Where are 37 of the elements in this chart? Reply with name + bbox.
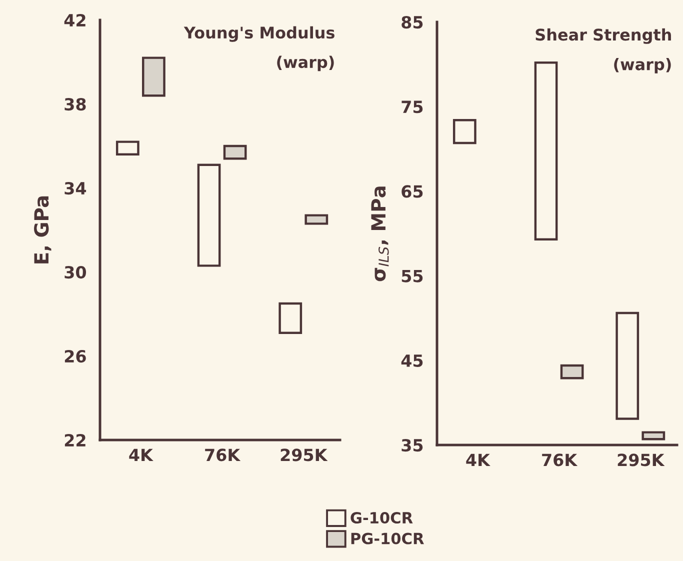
y-tick-label: 30 [64, 266, 86, 279]
y-tick-label: 22 [64, 434, 86, 446]
x-tick-label: 4K [129, 448, 154, 461]
bar [278, 302, 302, 334]
bar [452, 119, 476, 144]
y-tick-label: 55 [402, 270, 423, 282]
bar [223, 144, 247, 160]
y-tick-label: 42 [64, 14, 86, 26]
y-axis-title: σ$_{ILS}$, MPa [371, 186, 389, 282]
y-tick-label: 35 [402, 438, 423, 452]
bar [142, 56, 166, 97]
x-tick-label: 4K [466, 454, 490, 466]
bar [642, 431, 666, 440]
bar [116, 140, 140, 156]
bar [616, 312, 640, 420]
y-tick-label: 75 [402, 100, 423, 114]
legend-label: G-10CR [350, 512, 413, 524]
legend-label: PG-10CR [351, 532, 424, 544]
y-tick-label: 38 [64, 98, 86, 111]
chart-title: Young's Modulus [184, 26, 334, 42]
x-tick-label: 76K [542, 454, 578, 466]
text: (warp) [614, 58, 671, 74]
y-tick-label: 85 [402, 16, 423, 29]
y-tick-label: 45 [401, 354, 423, 367]
chart-title: Shear Strength [536, 28, 671, 44]
x-tick-label: 295K [280, 448, 328, 462]
text: (warp) [277, 56, 334, 72]
x-tick-label: 295K [618, 454, 665, 466]
x-tick-label: 76K [205, 448, 241, 462]
bar [304, 214, 328, 225]
bar [560, 364, 584, 380]
y-tick-label: 65 [402, 185, 423, 198]
y-axis-title: E, GPa [34, 196, 52, 264]
y-tick-label: 26 [64, 350, 86, 363]
y-tick-label: 34 [64, 182, 86, 195]
bar [197, 164, 221, 267]
bar [534, 62, 558, 241]
